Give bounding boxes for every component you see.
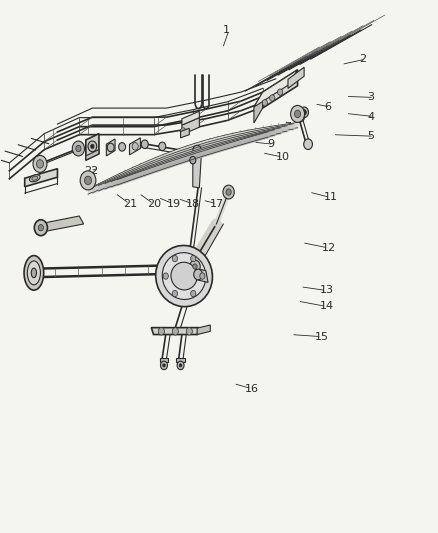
Circle shape	[226, 189, 231, 195]
Polygon shape	[263, 70, 297, 108]
Polygon shape	[130, 138, 141, 155]
Text: 9: 9	[267, 139, 274, 149]
Ellipse shape	[156, 246, 212, 306]
Circle shape	[191, 255, 196, 262]
Ellipse shape	[29, 175, 40, 182]
Ellipse shape	[27, 261, 40, 285]
Circle shape	[294, 110, 300, 118]
Text: 5: 5	[367, 131, 374, 141]
Text: 20: 20	[147, 199, 161, 209]
Text: 2: 2	[359, 54, 366, 64]
Text: 16: 16	[245, 384, 259, 394]
Circle shape	[200, 273, 205, 279]
Text: 11: 11	[324, 192, 338, 203]
Text: 22: 22	[84, 166, 98, 176]
Circle shape	[119, 143, 126, 151]
Polygon shape	[159, 358, 168, 362]
Circle shape	[300, 107, 308, 118]
Circle shape	[190, 157, 196, 164]
Circle shape	[270, 95, 275, 101]
Text: 19: 19	[166, 199, 181, 209]
Circle shape	[132, 143, 138, 150]
Circle shape	[85, 176, 92, 184]
Polygon shape	[176, 358, 185, 362]
Circle shape	[193, 264, 197, 269]
Circle shape	[191, 290, 196, 297]
Circle shape	[91, 144, 94, 149]
Text: 13: 13	[319, 286, 333, 295]
Circle shape	[172, 328, 178, 335]
Text: 14: 14	[319, 301, 334, 311]
Circle shape	[296, 111, 304, 122]
Circle shape	[290, 106, 304, 123]
Circle shape	[177, 361, 184, 369]
Polygon shape	[151, 328, 199, 335]
Circle shape	[172, 255, 177, 262]
Circle shape	[180, 128, 186, 134]
Circle shape	[302, 110, 306, 115]
Circle shape	[76, 146, 81, 152]
Polygon shape	[254, 70, 297, 107]
Circle shape	[194, 269, 202, 280]
Circle shape	[158, 328, 164, 335]
Circle shape	[163, 273, 168, 279]
Text: 10: 10	[276, 152, 290, 162]
Circle shape	[193, 146, 201, 156]
Polygon shape	[188, 266, 208, 282]
Polygon shape	[254, 92, 263, 123]
Circle shape	[304, 139, 312, 150]
Text: 3: 3	[367, 92, 374, 102]
Ellipse shape	[24, 256, 44, 290]
Circle shape	[223, 185, 234, 199]
Polygon shape	[193, 150, 201, 188]
Circle shape	[33, 156, 47, 172]
Circle shape	[141, 140, 148, 149]
Ellipse shape	[162, 253, 206, 300]
Circle shape	[34, 220, 47, 236]
Text: 17: 17	[210, 199, 224, 209]
Polygon shape	[182, 118, 199, 135]
Text: 21: 21	[123, 199, 137, 209]
Polygon shape	[288, 67, 304, 88]
Polygon shape	[106, 139, 115, 156]
Text: 6: 6	[324, 102, 331, 112]
Circle shape	[172, 290, 177, 297]
Circle shape	[162, 364, 165, 367]
Text: 12: 12	[321, 243, 336, 253]
Circle shape	[179, 364, 182, 367]
Circle shape	[262, 100, 268, 106]
Circle shape	[88, 141, 97, 152]
Text: 7: 7	[285, 122, 292, 132]
Circle shape	[72, 141, 85, 156]
Circle shape	[278, 89, 283, 95]
Circle shape	[107, 143, 114, 152]
Text: 1: 1	[223, 25, 230, 35]
Text: 18: 18	[186, 199, 200, 209]
Circle shape	[38, 224, 43, 231]
Text: 15: 15	[315, 332, 329, 342]
Circle shape	[160, 361, 167, 369]
Ellipse shape	[32, 176, 38, 180]
Polygon shape	[86, 150, 99, 160]
Circle shape	[80, 171, 96, 190]
Ellipse shape	[31, 268, 36, 278]
Ellipse shape	[171, 262, 197, 290]
Circle shape	[159, 142, 166, 151]
Polygon shape	[197, 325, 210, 335]
Polygon shape	[182, 111, 199, 125]
Circle shape	[186, 328, 192, 335]
Circle shape	[190, 260, 200, 273]
Circle shape	[36, 160, 43, 168]
Text: 4: 4	[367, 111, 374, 122]
Polygon shape	[180, 128, 189, 138]
Polygon shape	[25, 168, 57, 187]
Polygon shape	[86, 134, 99, 160]
Polygon shape	[39, 216, 84, 232]
